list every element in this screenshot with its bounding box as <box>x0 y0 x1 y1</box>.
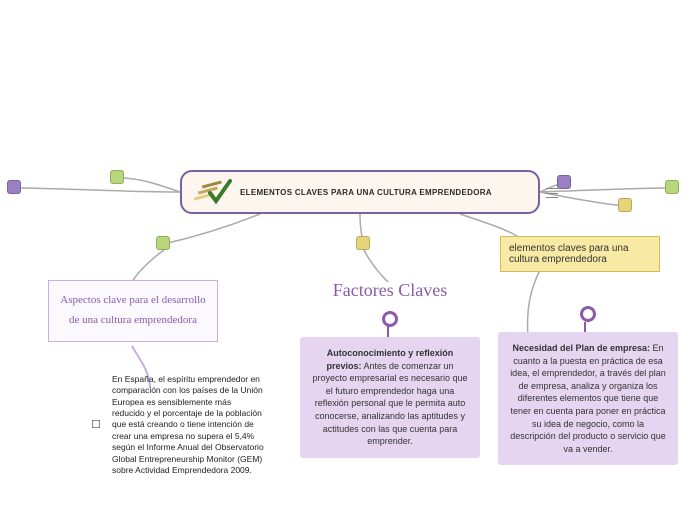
aspectos-body: En España, el espíritu emprendedor en co… <box>108 370 268 481</box>
checklist-icon <box>192 177 232 207</box>
yellow-tag-text: elementos claves para una cultura empren… <box>509 243 629 265</box>
factores-box[interactable]: Autoconocimiento y reflexión previos: An… <box>300 337 480 458</box>
node-square[interactable] <box>356 236 370 250</box>
node-square[interactable] <box>156 236 170 250</box>
factores-title: Factores Claves <box>300 280 480 301</box>
circle-marker <box>382 311 398 327</box>
column-aspectos: Aspectos clave para el desarrollo de una… <box>48 280 268 481</box>
node-square[interactable] <box>110 170 124 184</box>
node-square[interactable] <box>665 180 679 194</box>
column-factores: Factores Claves Autoconocimiento y refle… <box>300 280 480 458</box>
checkbox-icon[interactable] <box>92 420 100 428</box>
plan-box-text: En cuanto a la puesta en práctica de esa… <box>510 343 666 454</box>
node-square[interactable] <box>7 180 21 194</box>
menu-icon[interactable] <box>546 188 558 198</box>
root-title: ELEMENTOS CLAVES PARA UNA CULTURA EMPREN… <box>240 188 492 197</box>
circle-marker <box>580 306 596 322</box>
column-plan: Necesidad del Plan de empresa: En cuanto… <box>498 300 678 465</box>
aspectos-title: Aspectos clave para el desarrollo de una… <box>60 294 205 326</box>
aspectos-title-box[interactable]: Aspectos clave para el desarrollo de una… <box>48 280 218 342</box>
factores-box-text: Antes de comenzar un proyecto empresaria… <box>312 361 467 447</box>
yellow-tag-box[interactable]: elementos claves para una cultura empren… <box>500 236 660 272</box>
plan-box[interactable]: Necesidad del Plan de empresa: En cuanto… <box>498 332 678 465</box>
node-square[interactable] <box>618 198 632 212</box>
node-square[interactable] <box>557 175 571 189</box>
plan-box-bold: Necesidad del Plan de empresa: <box>512 343 650 353</box>
root-node[interactable]: ELEMENTOS CLAVES PARA UNA CULTURA EMPREN… <box>180 170 540 214</box>
